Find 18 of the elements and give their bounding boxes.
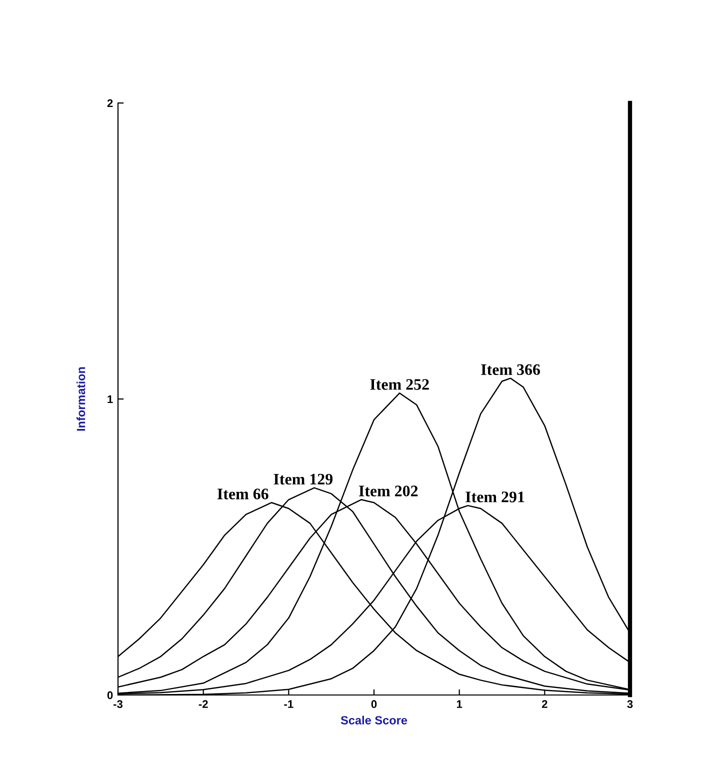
x-tick-label: -3 [113,700,123,708]
series-label: Item 66 [217,488,268,500]
x-axis-title: Scale Score [340,716,408,724]
series-label: Item 129 [274,474,333,485]
x-tick-label: 0 [371,700,377,708]
y-tick-label: 2 [107,99,113,108]
y-tick-label: 1 [108,395,113,404]
x-tick-label: -2 [198,700,208,708]
x-tick-label: 3 [627,700,633,708]
x-tick-label: 2 [542,700,548,708]
series-label: Item 366 [481,364,540,376]
x-tick-label: -1 [284,700,294,708]
series-label: Item 252 [370,379,429,390]
x-tick-label: 1 [456,700,462,708]
series-label: Item 291 [466,492,524,502]
y-axis-title: Information [76,367,86,431]
y-tick-label: 0 [107,691,113,700]
series-label: Item 202 [358,486,418,496]
